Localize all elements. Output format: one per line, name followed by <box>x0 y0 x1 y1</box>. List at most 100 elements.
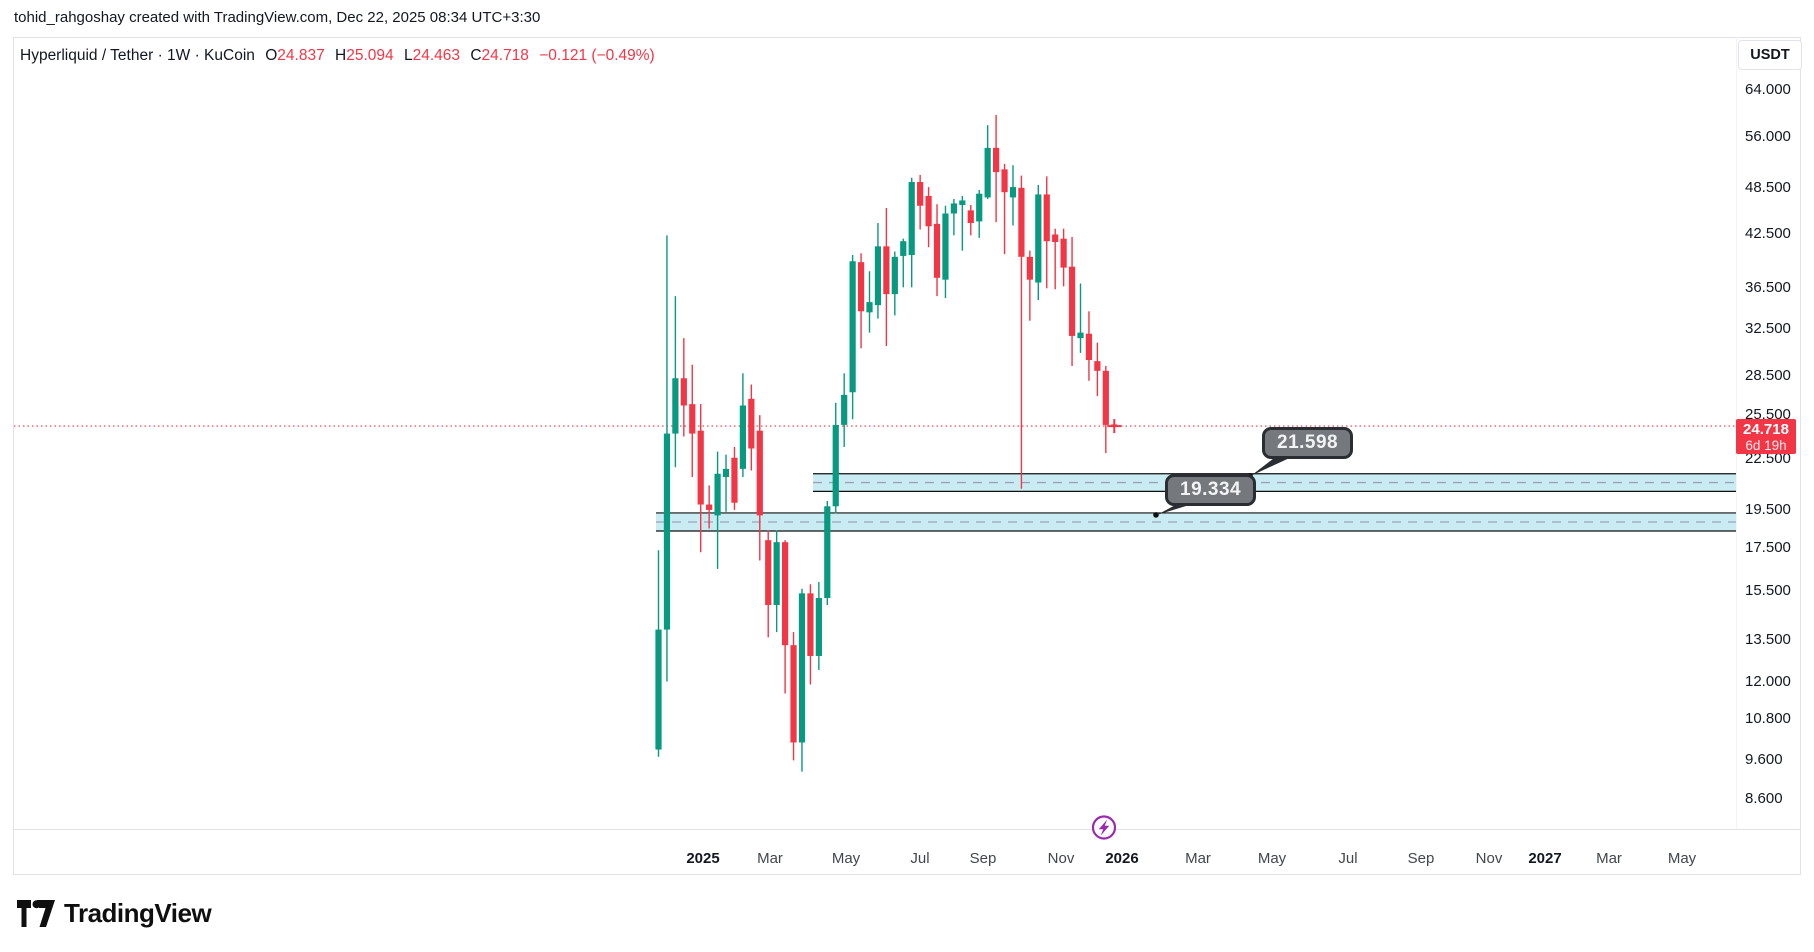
tradingview-logo-mark <box>17 900 55 927</box>
price-tick-label: 28.500 <box>1745 366 1791 384</box>
price-callout-19-334[interactable]: 19.334 <box>1165 474 1257 506</box>
symbol-legend[interactable]: Hyperliquid / Tether · 1W · KuCoin O24.8… <box>20 47 655 65</box>
callout-tail <box>1251 455 1296 476</box>
time-tick-label: May <box>1667 850 1697 867</box>
price-tick-label: 10.800 <box>1745 709 1791 727</box>
time-tick-label: Mar <box>1185 850 1211 867</box>
low-value: 24.463 <box>412 47 460 64</box>
lightning-icon <box>1098 819 1110 836</box>
candle-body <box>1052 234 1059 243</box>
high-label: H <box>335 47 347 64</box>
candle-body <box>1060 238 1067 268</box>
time-axis-separator <box>13 829 1801 830</box>
change-value: −0.121 (−0.49%) <box>539 47 655 64</box>
candle-body <box>824 506 831 598</box>
price-tick-label: 42.500 <box>1745 225 1791 243</box>
tradingview-logo[interactable]: TradingView <box>17 898 212 929</box>
candle-body <box>731 457 738 503</box>
price-tick-label: 22.500 <box>1745 450 1791 468</box>
zone-band-1[interactable] <box>656 512 1736 532</box>
time-tick-label: May <box>1257 850 1287 867</box>
candle-body <box>706 504 713 510</box>
candle-body <box>1026 256 1033 280</box>
candle-body <box>790 645 797 743</box>
time-tick-label: May <box>831 850 861 867</box>
time-tick-label: Nov <box>1047 850 1075 867</box>
candle-body <box>714 473 721 516</box>
chart-card <box>13 37 1801 875</box>
time-tick-label: Jul <box>910 850 930 867</box>
candle-body <box>663 433 671 630</box>
candle-body <box>782 542 789 646</box>
high-value: 25.094 <box>346 47 394 64</box>
open-value: 24.837 <box>277 47 325 64</box>
bar-countdown: 6d 19h <box>1745 438 1787 453</box>
price-tick-label: 9.600 <box>1745 751 1783 769</box>
candle-body <box>950 203 957 214</box>
candle-body <box>883 246 890 295</box>
candle-body <box>908 182 915 256</box>
candle-body <box>1085 333 1093 360</box>
candle-body <box>866 302 873 313</box>
time-tick-label: Sep <box>1407 850 1435 867</box>
candle-body <box>748 398 755 449</box>
last-price-label[interactable]: 24.718 6d 19h <box>1736 419 1796 454</box>
candle-body <box>925 195 932 227</box>
attribution-text: tohid_rahgoshay created with TradingView… <box>14 9 541 26</box>
candle-body <box>841 394 848 425</box>
candle-body <box>900 241 907 256</box>
close-value: 24.718 <box>481 47 529 64</box>
candle-body <box>689 404 696 434</box>
price-tick-label: 48.500 <box>1745 178 1791 196</box>
zone-band-0[interactable] <box>813 473 1736 492</box>
candle-body <box>917 182 924 206</box>
candle-body <box>739 405 746 469</box>
price-tick-label: 19.500 <box>1745 500 1791 518</box>
open-label: O <box>265 47 278 64</box>
candle-body <box>655 629 662 750</box>
price-tick-label: 12.000 <box>1745 672 1791 690</box>
candle-body <box>798 593 806 743</box>
candle-body <box>1001 169 1008 193</box>
price-tick-label: 32.500 <box>1745 320 1791 338</box>
price-tick-label: 25.500 <box>1745 406 1791 424</box>
candle-body <box>697 430 704 505</box>
candle-body <box>756 430 763 516</box>
candle-body <box>1043 194 1050 242</box>
close-label: C <box>470 47 482 64</box>
callout-anchor-dot <box>1153 512 1159 518</box>
candle-body <box>680 378 687 406</box>
time-tick-label: Nov <box>1475 850 1503 867</box>
candle-body <box>891 256 898 295</box>
candle-body <box>1018 187 1025 257</box>
price-tick-label: 17.500 <box>1745 539 1791 557</box>
candle-body <box>832 424 839 507</box>
candle-body <box>933 223 941 278</box>
candle-body <box>1077 332 1084 339</box>
time-tick-label: 2027 <box>1528 850 1562 867</box>
candle-body <box>1094 361 1101 371</box>
candle-body <box>942 213 949 280</box>
candle-body <box>1009 187 1017 198</box>
time-tick-label: 2026 <box>1105 850 1139 867</box>
candle-body <box>1102 370 1109 425</box>
candle-body <box>984 147 991 198</box>
candle-body <box>849 261 856 393</box>
symbol-title: Hyperliquid / Tether · 1W · KuCoin <box>20 47 255 64</box>
price-callout-21-598[interactable]: 21.598 <box>1262 427 1354 459</box>
candle-body <box>874 246 882 306</box>
tradingview-logo-text: TradingView <box>64 898 212 928</box>
last-price-value: 24.718 <box>1743 421 1789 438</box>
price-tick-label: 15.500 <box>1745 582 1791 600</box>
time-tick-label: Jul <box>1338 850 1358 867</box>
candle-body <box>722 468 730 478</box>
currency-toggle-button[interactable]: USDT <box>1738 40 1802 70</box>
candle-body <box>993 147 1000 173</box>
candle-body <box>959 200 966 205</box>
time-tick-label: Mar <box>757 850 783 867</box>
time-tick-label: Mar <box>1596 850 1622 867</box>
price-tick-label: 36.500 <box>1745 279 1791 297</box>
candle-body <box>765 540 772 606</box>
